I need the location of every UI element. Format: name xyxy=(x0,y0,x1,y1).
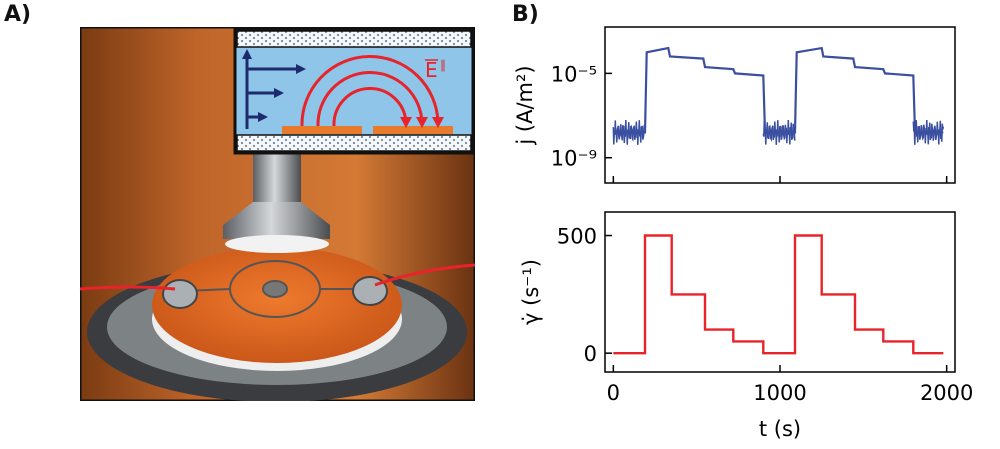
noise-trace xyxy=(612,119,646,145)
sample-layer xyxy=(225,235,329,253)
field-arrowheads xyxy=(400,117,444,128)
noise-trace xyxy=(762,119,796,145)
inset-electrode-left xyxy=(282,126,362,134)
top-x-ticks xyxy=(612,176,948,183)
electrode-disk xyxy=(152,247,402,363)
rheometer-cone xyxy=(223,202,330,225)
x-tick-label: 1000 xyxy=(753,381,806,405)
noise-trace xyxy=(912,119,945,145)
field-label: E xyxy=(425,58,438,82)
inset-electrode-right xyxy=(373,126,453,134)
bottom-y-ticks: 0 500 xyxy=(557,225,612,366)
charts-panel: 10⁻⁵ 10⁻⁹ j (A/m²) 0 500 0 1000 2000 γ̇ (s⁻¹… xyxy=(513,26,973,441)
shear-rate-chart: 0 500 0 1000 2000 γ̇ (s⁻¹) t (s) xyxy=(519,211,973,441)
electrode-pattern xyxy=(184,260,365,318)
wire-left xyxy=(80,285,176,291)
shear-rate-line xyxy=(613,234,944,355)
inset-top-plate xyxy=(236,30,472,48)
y-tick-label: 0 xyxy=(584,342,597,366)
bottom-x-ticks: 0 1000 2000 xyxy=(607,365,973,405)
x-axis-label: t (s) xyxy=(759,417,801,441)
x-tick-label: 0 xyxy=(607,381,620,405)
inset-bottom-plate xyxy=(236,134,472,152)
bottom-y-axis-label: γ̇ (s⁻¹) xyxy=(519,259,543,325)
field-label-superscript: ∥ xyxy=(440,58,446,72)
rheometer-shaft xyxy=(253,147,301,207)
y-tick-label: 500 xyxy=(557,225,597,249)
flow-profile-arrows xyxy=(242,49,306,129)
current-density-chart: 10⁻⁵ 10⁻⁹ j (A/m²) xyxy=(513,26,956,184)
top-y-ticks: 10⁻⁵ 10⁻⁹ xyxy=(551,62,612,171)
rheometer-plate xyxy=(223,225,330,239)
wire-right xyxy=(374,263,475,287)
panel-b-label: B) xyxy=(512,2,539,27)
y-tick-label: 10⁻⁵ xyxy=(551,62,597,86)
x-tick-label: 2000 xyxy=(920,381,973,405)
panel-a-label: A) xyxy=(4,2,32,27)
current-density-line xyxy=(613,46,944,134)
inset-schematic: E ∥ xyxy=(233,27,475,155)
rheometer-photo: E ∥ xyxy=(80,27,475,401)
contact-pad-left xyxy=(162,279,198,309)
noise-band xyxy=(612,119,945,145)
y-tick-label: 10⁻⁹ xyxy=(551,147,597,171)
top-y-axis-label: j (A/m²) xyxy=(513,65,537,145)
electric-field-lines xyxy=(300,55,440,127)
